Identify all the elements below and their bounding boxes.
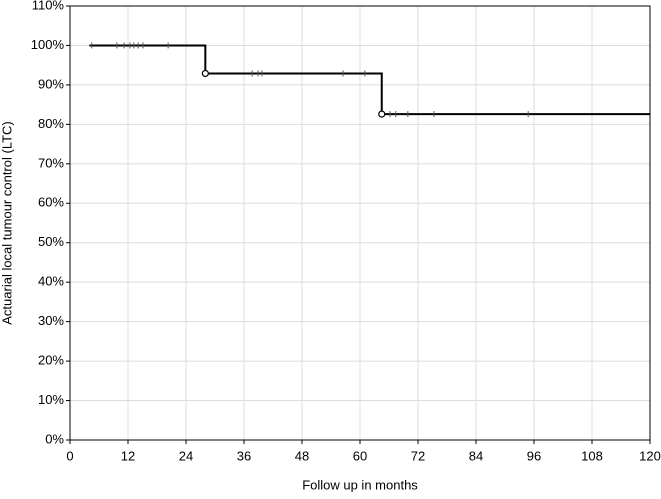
y-tick-label: 80% [38,116,64,131]
y-tick-label: 40% [38,274,64,289]
y-tick-label: 70% [38,155,64,170]
y-tick-label: 90% [38,76,64,91]
y-tick-label: 30% [38,313,64,328]
y-tick-label: 60% [38,195,64,210]
x-tick-label: 48 [295,448,309,463]
y-tick-label: 10% [38,392,64,407]
x-tick-label: 120 [639,448,661,463]
y-tick-label: 50% [38,234,64,249]
y-tick-label: 110% [32,0,65,12]
x-tick-label: 12 [121,448,135,463]
plot-frame [69,5,651,441]
x-tick-label: 60 [353,448,367,463]
survival-curve [89,44,650,116]
y-tick-label: 0% [45,431,64,446]
event-marker [378,110,386,118]
y-tick-label: 100% [31,37,65,52]
x-tick-label: 84 [469,448,483,463]
x-tick-label: 0 [66,448,73,463]
x-tick-label: 72 [411,448,425,463]
y-axis-label: Actuarial local tumour control (LTC) [0,121,14,325]
x-tick-label: 108 [581,448,603,463]
x-tick-label: 96 [527,448,541,463]
x-axis-label: Follow up in months [302,477,418,492]
x-tick-label: 36 [237,448,251,463]
event-marker [201,69,209,78]
x-tick-label: 24 [179,448,193,463]
y-tick-label: 20% [38,353,64,368]
